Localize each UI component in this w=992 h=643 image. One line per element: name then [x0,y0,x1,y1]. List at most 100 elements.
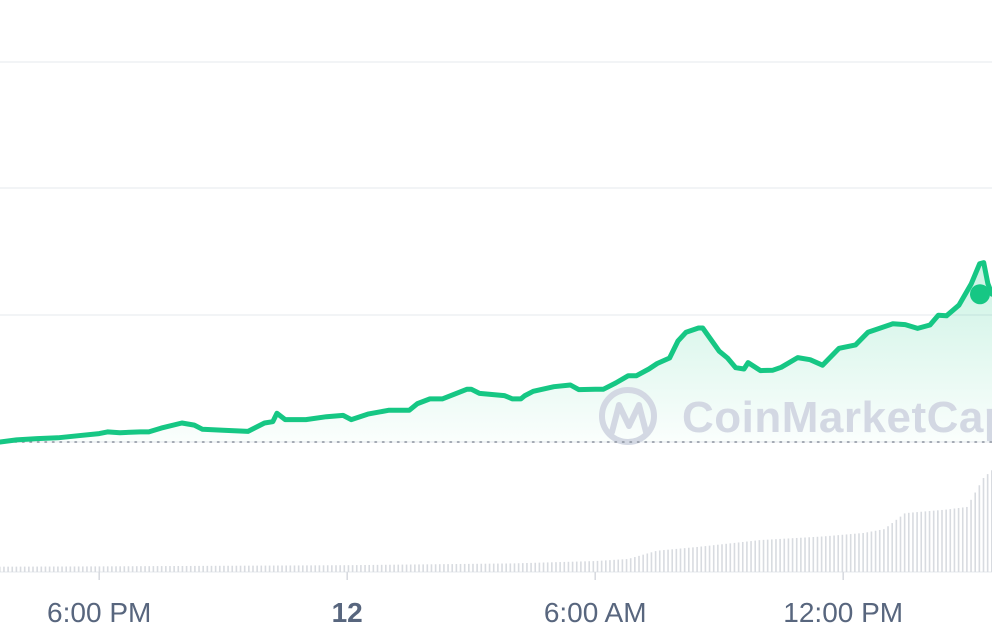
volume-bar [289,565,292,572]
volume-bar [206,565,209,572]
volume-bar [824,536,827,572]
volume-bar [808,537,810,572]
volume-bar [899,516,902,572]
volume-bar [401,564,404,572]
volume-bar [260,565,263,572]
volume-bar [596,560,599,572]
volume-bar [551,562,553,572]
volume-bar [708,545,711,572]
volume-bar [949,509,952,572]
volume-bar [372,564,375,572]
volume-bar [924,511,927,572]
volume-bar [675,548,678,572]
volume-bar [870,531,873,572]
volume-bar [331,565,333,572]
volume-bar [650,552,653,572]
x-tick-label: 6:00 PM [47,597,151,628]
volume-bar [115,566,117,572]
volume-bar [430,564,433,572]
volume-bar [127,566,130,572]
volume-bar [542,562,545,572]
volume-bar [563,561,566,572]
current-price-marker[interactable] [970,284,990,305]
volume-bar [538,562,541,572]
volume-bar [974,492,976,572]
line-layer [0,260,992,445]
volume-bar [111,566,113,572]
volume-bar [721,544,723,572]
volume-bar [214,565,217,572]
volume-bar [907,512,910,572]
volume-bar [480,563,483,572]
volume-bar [571,561,574,572]
volume-bar [488,563,491,572]
volume-bar [231,565,234,572]
volume-bar [418,564,420,572]
volume-bar [376,564,379,572]
volume-bar [409,564,412,572]
volume-bar [530,562,532,572]
volume-bar [580,561,582,572]
volume-bar [210,565,213,572]
volume-bar [646,553,649,572]
volume-bar [202,565,204,572]
volume-bar [177,566,180,572]
volume-bar [961,507,964,572]
volume-bar [173,566,175,572]
volume-bar [733,542,736,572]
volume-bar [343,565,346,572]
volume-bar [517,563,520,572]
volume-bar [829,535,831,572]
volume-bar [725,543,727,572]
volume-bar [928,511,931,572]
volume-bar [268,565,271,572]
volume-bar [443,564,445,572]
volume-bar [44,566,47,572]
volume-bar [23,566,26,572]
volume-bar [310,565,312,572]
volume-bar [941,509,943,572]
volume-bar [218,565,221,572]
volume-bar [360,565,362,572]
volume-bar [281,565,283,572]
volume-bar [397,564,400,572]
volume-bar [903,513,906,572]
price-line [0,260,992,445]
volume-bar [32,566,34,572]
volume-bar [787,538,790,572]
volume-bar [546,562,549,572]
volume-bar [762,539,765,572]
volume-bar [663,550,665,572]
volume-bar [19,566,22,572]
volume-bar [700,546,703,572]
volume-layer [0,470,992,572]
volume-bar [297,565,300,572]
volume-bar [912,512,914,572]
volume-bar [895,519,898,572]
volume-bar [156,566,159,572]
volume-bar [513,563,516,572]
volume-bar [966,506,968,572]
volume-bar [717,544,719,572]
volume-bar [858,533,860,572]
volume-bar [102,566,105,572]
volume-bar [559,562,561,572]
volume-bar [526,563,528,572]
marker-layer[interactable] [970,284,990,305]
volume-bar [957,508,960,572]
volume-bar [61,566,63,572]
volume-bar [335,565,337,572]
volume-bar [841,534,844,572]
volume-bar [277,565,279,572]
volume-bar [920,511,923,572]
volume-bar [501,563,503,572]
volume-bar [393,564,395,572]
volume-bar [235,565,238,572]
volume-bar [671,549,673,572]
volume-bar [667,549,669,572]
volume-bar [970,499,972,572]
volume-bar [185,565,188,572]
watermark-text: CoinMarketCap [682,393,992,442]
